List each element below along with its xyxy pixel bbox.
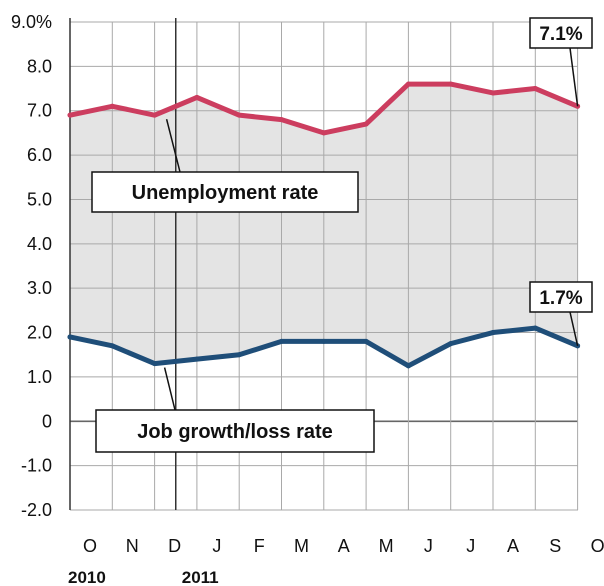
job-growth-point [109, 343, 115, 349]
unemployment-rate-point [236, 112, 242, 118]
unemployment-rate-point [490, 90, 496, 96]
unemployment-rate-point [279, 117, 284, 123]
job-growth-point [490, 330, 496, 336]
job-growth-point [405, 363, 411, 369]
unemployment-rate-point [363, 121, 369, 127]
job-growth-point [236, 352, 242, 358]
x-tick-label: S [549, 536, 561, 556]
x-tick-label: O [591, 536, 604, 556]
x-tick-label: J [466, 536, 475, 556]
y-tick-label: -2.0 [21, 500, 52, 520]
x-tick-label: O [83, 536, 97, 556]
y-tick-label: 0 [42, 411, 52, 431]
y-tick-label: 9.0% [11, 12, 52, 32]
job-growth-point [363, 338, 369, 344]
y-tick-label: 1.0 [27, 367, 52, 387]
x-tick-label: A [338, 536, 350, 556]
series-layer [67, 81, 581, 369]
x-tick-label: D [168, 536, 181, 556]
job-growth-point [321, 338, 327, 344]
unemployment-rate-point [321, 130, 327, 136]
y-tick-labels: 9.0% 8.0 7.0 6.0 5.0 4.0 3.0 2.0 1.0 0 -1.0 -2.0 [11, 12, 52, 520]
job-growth-end-label-box [529, 281, 593, 313]
x-tick-label: N [126, 536, 139, 556]
y-tick-label: 4.0 [27, 234, 52, 254]
unemployment-rate-point [448, 81, 454, 87]
unemployment-series-label-leader [165, 118, 181, 173]
y-tick-label: 8.0 [27, 56, 52, 76]
y-tick-label: 5.0 [27, 189, 52, 209]
job-growth-series-label-leader [163, 367, 176, 411]
job-growth-series-label-box [95, 409, 375, 453]
callout-layer: 7.1% 1.7% Unemployment rate Job growth/loss… [91, 17, 593, 453]
year-label: 2010 [68, 568, 106, 586]
unemployment-rate-point [109, 103, 115, 109]
y-tick-label: 3.0 [27, 278, 52, 298]
y-tick-label: 6.0 [27, 145, 52, 165]
x-tick-label: J [424, 536, 433, 556]
unemployment-rate-point [194, 94, 200, 100]
year-label: 2011 [182, 568, 219, 586]
job-growth-point [448, 341, 454, 347]
job-growth-point [279, 338, 284, 344]
x-tick-label: M [294, 536, 309, 556]
x-tick-label: F [254, 536, 265, 556]
y-tick-label: 7.0 [27, 101, 52, 121]
x-tick-labels: O N D J F M A M J J A S O 2010 2011 [68, 536, 604, 586]
unemployment-series-label-box [91, 171, 359, 213]
job-growth-series-label-text: Job growth/loss rate [137, 421, 333, 443]
unemployment-rate-point [532, 86, 538, 92]
unemployment-end-label-text: 7.1% [539, 24, 582, 45]
x-tick-label: M [379, 536, 394, 556]
unemployment-rate-point [67, 112, 73, 118]
unemployment-end-label-box [529, 17, 593, 49]
job-growth-end-label-leader [569, 311, 579, 347]
y-tick-label: 2.0 [27, 323, 52, 343]
unemployment-series-label-text: Unemployment rate [132, 182, 319, 204]
unemployment-end-label-leader [569, 47, 579, 107]
unemployment-rate-point [405, 81, 411, 87]
job-growth-point [67, 334, 73, 340]
job-growth-point [152, 361, 158, 367]
job-growth-point [532, 325, 538, 331]
x-tick-label: A [507, 536, 519, 556]
y-tick-label: -1.0 [21, 456, 52, 476]
job-growth-point [194, 356, 200, 362]
unemployment-rate-point [152, 112, 158, 118]
x-tick-label: J [212, 536, 221, 556]
job-growth-end-label-text: 1.7% [539, 288, 582, 309]
